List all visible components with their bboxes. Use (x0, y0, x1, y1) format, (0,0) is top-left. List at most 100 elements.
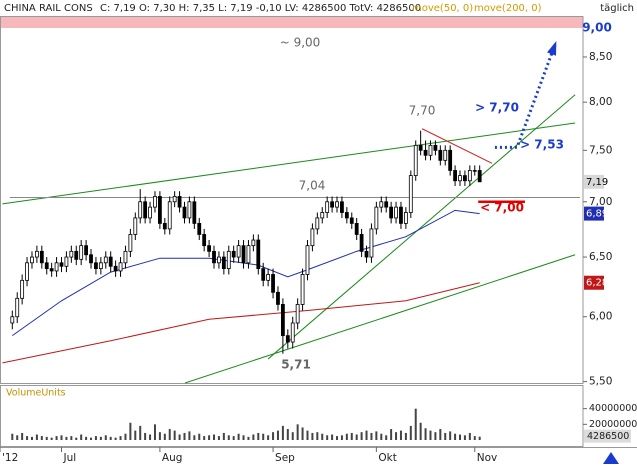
volume-bar (380, 433, 383, 440)
candle-body (197, 222, 202, 235)
candle-body (187, 201, 192, 219)
volume-bar (262, 433, 265, 440)
volume-bar (429, 430, 432, 440)
volume-bar (399, 430, 402, 440)
candle-body (94, 262, 98, 270)
trend-line (421, 128, 493, 164)
volume-bar (365, 430, 368, 440)
volume-bar (153, 424, 156, 440)
candle-body (354, 222, 359, 235)
candle-body (49, 268, 54, 272)
trend-line (184, 254, 576, 384)
y-tick-label: 8,00 (589, 96, 612, 108)
y-tick-label: 6,00 (589, 311, 612, 323)
annotation: < 7,00 (480, 201, 524, 215)
candle-body (467, 170, 472, 182)
candle-body (157, 196, 162, 224)
volume-bar (227, 435, 230, 440)
volume-bar (45, 436, 48, 440)
scroll-icon[interactable] (603, 452, 619, 464)
candle-body (349, 217, 354, 224)
candle-body (285, 335, 290, 343)
candle-body (44, 262, 49, 270)
volume-bar (149, 434, 152, 440)
volume-bar (85, 436, 88, 440)
trend-line (494, 44, 557, 149)
volume-bar (419, 422, 422, 440)
last-volume-box (584, 429, 631, 443)
candle-body (256, 239, 261, 270)
x-tick-label: Jul (62, 452, 76, 464)
candle-body (344, 212, 349, 219)
volume-bar (222, 432, 225, 440)
candle-body (320, 212, 325, 219)
volume-bar (321, 433, 324, 440)
candle-body (246, 245, 251, 264)
candle-body (123, 250, 128, 264)
candle-body (143, 201, 148, 219)
candle-body (162, 222, 167, 230)
volume-bar (55, 436, 58, 440)
annotation: 7,70 (409, 104, 436, 118)
y-tick-label: 7,00 (589, 196, 612, 208)
volume-bar (173, 430, 176, 440)
candle-body (39, 250, 44, 264)
candle-body (413, 144, 418, 177)
candle-body (359, 234, 364, 252)
candle-body (472, 170, 477, 172)
volume-bar (409, 425, 412, 440)
volume-bar (198, 433, 201, 440)
y-tick-label: 7,50 (589, 144, 612, 156)
candle-body (10, 316, 15, 324)
volume-bar (232, 436, 235, 440)
candle-body (280, 304, 285, 337)
candle-body (266, 274, 271, 281)
candle-body (153, 196, 157, 208)
candle-body (261, 268, 266, 281)
value-box-label: 6,28 (586, 278, 608, 289)
volume-panel (0, 385, 584, 447)
volume-bar (26, 436, 29, 440)
candle-body (113, 265, 118, 272)
volume-bar (301, 427, 304, 440)
x-tick-label: '12 (2, 452, 18, 464)
volume-bar (80, 434, 83, 440)
header-indicator: move(200, 0) (474, 3, 542, 14)
candle-body (30, 256, 34, 264)
volume-bar (50, 437, 53, 440)
value-box (584, 275, 604, 290)
candle-body (330, 201, 334, 208)
volume-bar (311, 432, 314, 440)
header: CHINA RAIL CONS C: 7,19 O: 7,30 H: 7,35 … (4, 3, 634, 14)
volume-bar (94, 436, 97, 440)
y-tick-label: 20000000 (589, 419, 637, 430)
volume-bar (375, 431, 378, 440)
candle-body (59, 262, 64, 267)
candle-body (103, 256, 108, 264)
candle-body (453, 170, 457, 182)
volume-bar (16, 435, 19, 440)
volume-bar (331, 434, 334, 440)
y-tick-label: 6,50 (589, 251, 612, 263)
volume-bar (296, 424, 299, 440)
value-box (584, 206, 604, 221)
candle-body (54, 262, 59, 272)
candle-body (394, 206, 398, 219)
candle-body (423, 149, 428, 156)
volume-bar (252, 434, 255, 440)
header-indicator: move(50, 0) (412, 3, 473, 14)
volume-bar (468, 432, 471, 440)
candle-body (305, 245, 310, 275)
candle-body (403, 212, 408, 224)
candle-body (369, 228, 374, 258)
y-tick-label: 5,50 (589, 376, 612, 388)
candle-body (177, 196, 182, 208)
candle-body (221, 256, 226, 270)
volume-bar (213, 434, 216, 440)
header-title: CHINA RAIL CONS (4, 3, 93, 14)
candle-body (98, 262, 103, 270)
candle-body (448, 149, 453, 171)
volume-bar (326, 435, 329, 440)
x-tick-label: Aug (162, 452, 183, 464)
